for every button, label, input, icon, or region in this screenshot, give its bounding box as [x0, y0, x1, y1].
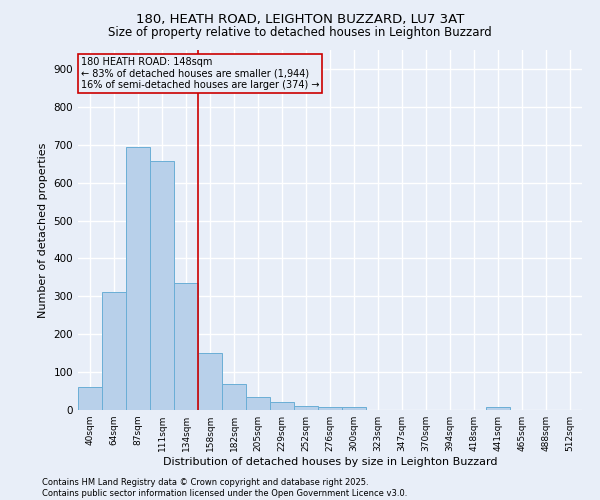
X-axis label: Distribution of detached houses by size in Leighton Buzzard: Distribution of detached houses by size … — [163, 457, 497, 467]
Bar — [294, 406, 318, 410]
Text: 180 HEATH ROAD: 148sqm
← 83% of detached houses are smaller (1,944)
16% of semi-: 180 HEATH ROAD: 148sqm ← 83% of detached… — [80, 57, 319, 90]
Bar — [102, 292, 126, 410]
Bar — [78, 388, 102, 410]
Bar — [246, 396, 270, 410]
Bar — [318, 407, 342, 410]
Bar — [198, 353, 222, 410]
Bar — [486, 407, 510, 410]
Y-axis label: Number of detached properties: Number of detached properties — [38, 142, 48, 318]
Text: Size of property relative to detached houses in Leighton Buzzard: Size of property relative to detached ho… — [108, 26, 492, 39]
Text: 180, HEATH ROAD, LEIGHTON BUZZARD, LU7 3AT: 180, HEATH ROAD, LEIGHTON BUZZARD, LU7 3… — [136, 12, 464, 26]
Bar — [126, 148, 150, 410]
Text: Contains HM Land Registry data © Crown copyright and database right 2025.
Contai: Contains HM Land Registry data © Crown c… — [42, 478, 407, 498]
Bar — [342, 407, 366, 410]
Bar — [174, 283, 198, 410]
Bar — [270, 402, 294, 410]
Bar — [222, 384, 246, 410]
Bar — [150, 160, 174, 410]
